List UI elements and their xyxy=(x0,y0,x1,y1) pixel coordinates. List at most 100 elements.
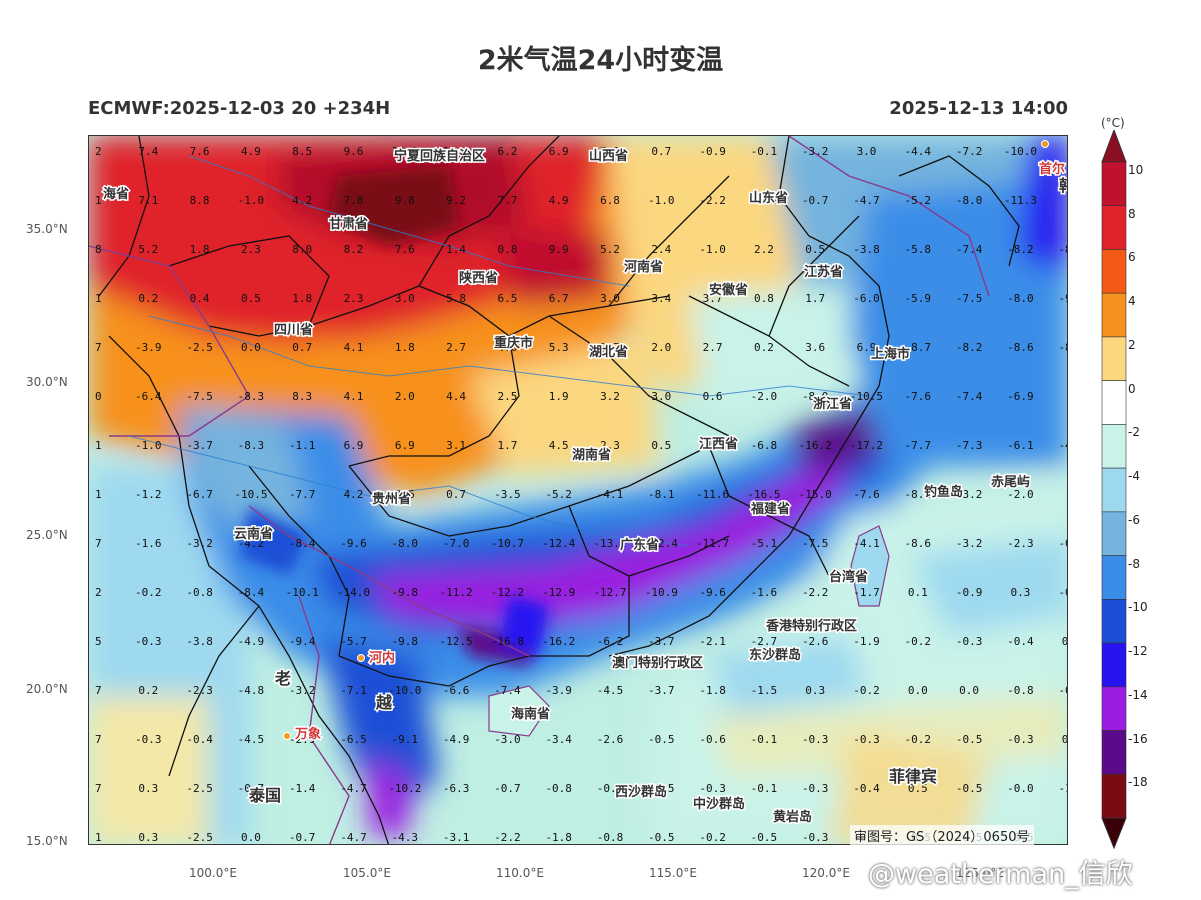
grid-value: -4.7 xyxy=(853,194,880,207)
capital-dot xyxy=(357,654,365,662)
colorbar-label: 8 xyxy=(1128,206,1136,221)
grid-value: 4.1 xyxy=(344,390,364,403)
grid-value: -1.4 xyxy=(289,782,316,795)
grid-value: -0.5 xyxy=(648,733,675,746)
temperature-field xyxy=(89,136,1067,844)
grid-value: -3.7 xyxy=(648,635,675,648)
lon-label-120: 120.0°E xyxy=(802,866,850,880)
grid-value: 1 xyxy=(95,488,102,501)
grid-value: -1 xyxy=(1065,194,1068,207)
colorbar-label: 6 xyxy=(1128,250,1136,265)
grid-value: -2.5 xyxy=(186,341,213,354)
grid-value: -0.8 xyxy=(545,782,572,795)
grid-value: 0.5 xyxy=(241,292,261,305)
chart-title: 2米气温24小时变温 xyxy=(477,45,724,76)
grid-value: 9.9 xyxy=(549,243,569,256)
grid-value: -7.1 xyxy=(340,684,367,697)
grid-value: -8.7 xyxy=(905,341,932,354)
place-label: 澳门特别行政区 xyxy=(612,655,703,671)
colorbar-swatch xyxy=(1101,249,1127,294)
grid-value: 7.4 xyxy=(138,145,158,158)
place-label: 重庆市 xyxy=(494,335,533,351)
colorbar-label: 2 xyxy=(1128,337,1136,352)
lat-label-20: 20.0°N xyxy=(26,682,68,696)
place-label: 赤尾屿 xyxy=(991,474,1030,490)
grid-value: -6.1 xyxy=(1007,439,1034,452)
grid-value: -9.8 xyxy=(1058,292,1068,305)
grid-value: -3.7 xyxy=(648,684,675,697)
place-label: 山东省 xyxy=(749,190,788,206)
grid-value: 0.7 xyxy=(446,488,466,501)
place-label: 甘肃省 xyxy=(329,216,368,232)
grid-value: 3.0 xyxy=(600,292,620,305)
grid-value: 8.8 xyxy=(190,194,210,207)
grid-value: 0.3 xyxy=(138,782,158,795)
grid-value: -0.2 xyxy=(135,586,162,599)
grid-value: -4.4 xyxy=(905,145,932,158)
grid-value: -8.6 xyxy=(905,537,932,550)
grid-value: 6.9 xyxy=(344,439,364,452)
grid-value: -7.2 xyxy=(956,145,983,158)
grid-value: -6.2 xyxy=(597,635,624,648)
place-label: 湖南省 xyxy=(572,447,611,463)
place-label: 江西省 xyxy=(699,436,738,452)
colorbar-label: -12 xyxy=(1128,644,1148,659)
grid-value: -3.9 xyxy=(545,684,572,697)
colorbar-label: 10 xyxy=(1128,163,1144,177)
grid-value: -12.2 xyxy=(491,586,524,599)
grid-value: 5.2 xyxy=(600,243,620,256)
grid-value: 0.0 xyxy=(959,684,979,697)
grid-value: -5.9 xyxy=(905,292,932,305)
grid-value: -3.8 xyxy=(853,243,880,256)
map-approval-number: 审图号：GS（2024）0650号 xyxy=(850,825,1034,846)
grid-value: -0.3 xyxy=(802,782,829,795)
grid-value: -0.4 xyxy=(1007,635,1034,648)
grid-value: -13.2 xyxy=(593,537,626,550)
grid-value: -1.8 xyxy=(699,684,726,697)
grid-value: 2.7 xyxy=(703,341,723,354)
grid-value: 6.7 xyxy=(549,292,569,305)
grid-value: 1.8 xyxy=(190,243,210,256)
grid-value: -10.9 xyxy=(645,586,678,599)
grid-value: -1.0 xyxy=(238,194,265,207)
grid-value: -7.7 xyxy=(289,488,316,501)
colorbar-label: -2 xyxy=(1128,425,1140,440)
grid-value: -11.2 xyxy=(440,586,473,599)
grid-value: -10.5 xyxy=(234,488,267,501)
colorbar-label: 4 xyxy=(1128,294,1136,309)
grid-value: 3.0 xyxy=(651,390,671,403)
grid-value: -0.9 xyxy=(1058,684,1068,697)
grid-value: -0.5 xyxy=(956,782,983,795)
grid-value: -0.8 xyxy=(1058,537,1068,550)
grid-value: -4.1 xyxy=(853,537,880,550)
grid-value: 7 xyxy=(95,341,102,354)
grid-value: -7.5 xyxy=(186,390,213,403)
grid-value: -8.6 xyxy=(1007,341,1034,354)
grid-value: -0.9 xyxy=(699,145,726,158)
grid-value: -9.8 xyxy=(392,586,419,599)
place-label: 东沙群岛 xyxy=(749,647,801,663)
grid-value: 1.8 xyxy=(292,292,312,305)
grid-value: -3.1 xyxy=(443,831,470,844)
grid-value: 0.1 xyxy=(908,586,928,599)
grid-value: 2.2 xyxy=(754,243,774,256)
grid-value: -3.2 xyxy=(956,488,983,501)
grid-value: -2.9 xyxy=(289,733,316,746)
lat-label-30: 30.0°N xyxy=(26,375,68,389)
grid-value: -0.5 xyxy=(956,733,983,746)
grid-value: -9.6 xyxy=(340,537,367,550)
grid-value: -1.9 xyxy=(853,635,880,648)
grid-value: 2 xyxy=(95,586,102,599)
grid-value: 4.0 xyxy=(497,341,517,354)
grid-value: 7.2 xyxy=(600,145,620,158)
grid-value: -1.5 xyxy=(751,684,778,697)
place-label: 菲律宾 xyxy=(889,767,937,786)
grid-value: -0.7 xyxy=(494,782,521,795)
grid-value: -9.1 xyxy=(392,733,419,746)
grid-value: -0.1 xyxy=(751,733,778,746)
place-label: 老 xyxy=(274,669,291,688)
grid-value: -8.2 xyxy=(905,488,932,501)
grid-value: -8.1 xyxy=(648,488,675,501)
grid-value: -0.5 xyxy=(648,782,675,795)
temperature-change-map[interactable]: 2 7.4 7.6 4.9 8.5 9.6 10.3 10.4 6.2 6.9 7.2 0.7 -0.9… xyxy=(88,135,1068,845)
